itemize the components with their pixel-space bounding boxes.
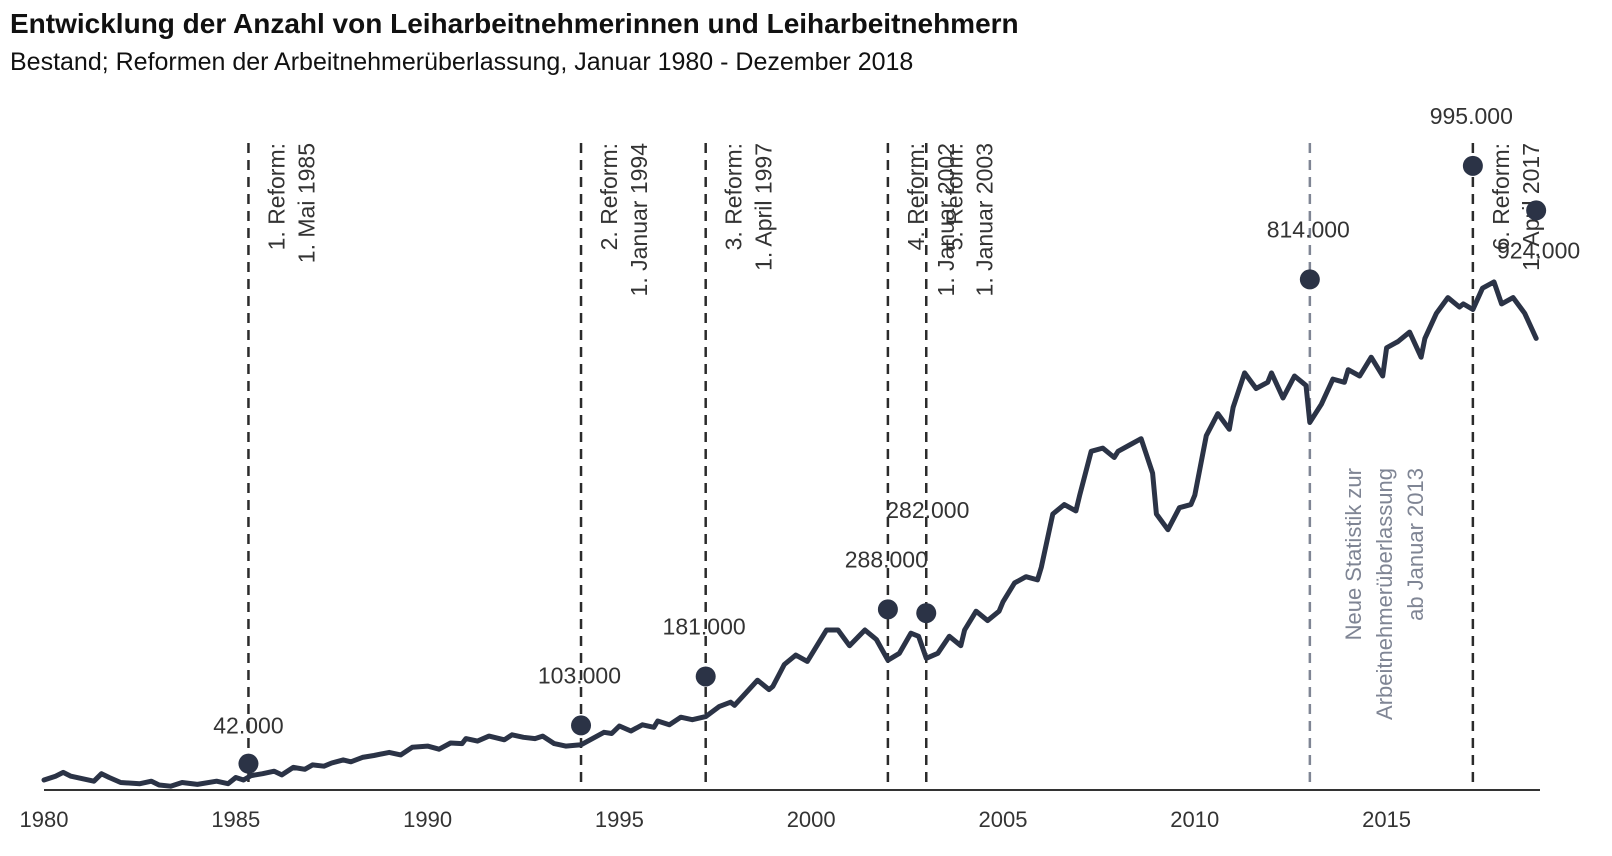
data-label: 814.000 xyxy=(1267,216,1350,242)
data-label: 288.000 xyxy=(845,546,928,572)
data-label: 181.000 xyxy=(663,613,746,639)
statistics-note-line-text: Neue Statistik zur xyxy=(1341,468,1366,640)
data-point xyxy=(238,753,259,774)
x-tick-label: 1995 xyxy=(595,807,644,832)
reform-label-line: 3. Reform: xyxy=(721,143,747,250)
reform-label: 2. Reform: 1. Januar 1994 xyxy=(596,143,652,297)
data-label: 924.000 xyxy=(1497,237,1580,263)
reform-label-line: 5. Reform: xyxy=(941,143,967,250)
reform-label-line: 1. April 1997 xyxy=(751,143,777,271)
data-point xyxy=(695,666,716,687)
reform-label: 5. Reform: 1. Januar 2003 xyxy=(941,143,997,296)
data-label: 995.000 xyxy=(1430,103,1513,129)
data-point xyxy=(1462,155,1483,176)
reform-label-line: 1. Januar 2002 xyxy=(933,143,959,296)
statistics-note: Neue Statistik zur Arbeitnehmerüberlassun… xyxy=(1341,468,1428,720)
statistics-note-line-text: Arbeitnehmerüberlassung xyxy=(1372,468,1397,720)
data-label: 282.000 xyxy=(886,497,969,523)
x-tick-label: 2000 xyxy=(787,807,836,832)
data-label: 103.000 xyxy=(538,662,621,688)
reform-label-line: 1. Mai 1985 xyxy=(293,143,319,263)
data-point xyxy=(1299,269,1320,290)
series-line xyxy=(41,279,1539,789)
reform-label: 3. Reform: 1. April 1997 xyxy=(721,143,777,271)
reform-label-line: 1. Januar 1994 xyxy=(626,143,652,297)
reform-label: 1. Reform: 1. Mai 1985 xyxy=(263,143,319,263)
x-tick-label: 2010 xyxy=(1170,807,1219,832)
reform-label-line: 1. Reform: xyxy=(263,143,289,250)
chart-title: Entwicklung der Anzahl von Leiharbeitneh… xyxy=(10,8,1019,39)
x-tick-label: 2005 xyxy=(978,807,1027,832)
data-point xyxy=(1526,200,1547,221)
data-label: 42.000 xyxy=(213,713,283,739)
reform-label-line: 1. Januar 2003 xyxy=(971,143,997,296)
reform-label: 4. Reform: 1. Januar 2002 xyxy=(903,143,959,296)
x-tick-label: 1990 xyxy=(403,807,452,832)
x-tick-label: 1980 xyxy=(20,807,69,832)
x-tick-label: 2015 xyxy=(1362,807,1411,832)
data-point xyxy=(571,715,592,736)
chart-subtitle: Bestand; Reformen der Arbeitnehmerüberla… xyxy=(10,48,914,76)
data-point xyxy=(877,599,898,620)
data-point xyxy=(916,603,937,624)
statistics-note-line-text: ab Januar 2013 xyxy=(1403,468,1428,621)
x-tick-label: 1985 xyxy=(211,807,260,832)
reform-label-line: 6. Reform: xyxy=(1488,143,1514,250)
reform-label-line: 2. Reform: xyxy=(596,143,622,250)
reform-label-line: 4. Reform: xyxy=(903,143,929,250)
